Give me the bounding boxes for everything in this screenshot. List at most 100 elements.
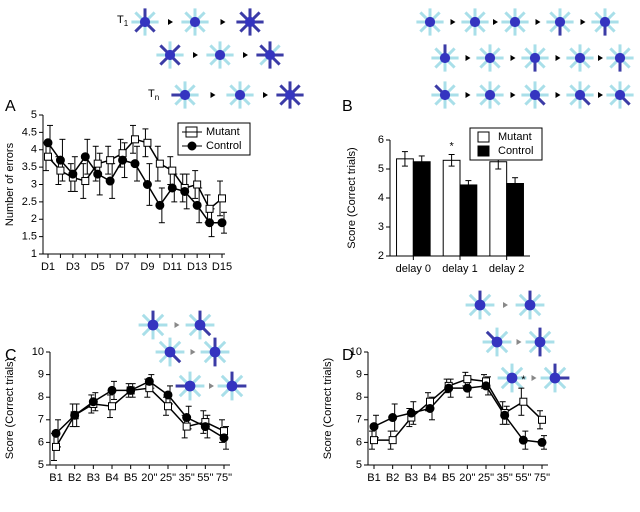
maze-center	[614, 52, 626, 64]
arrow	[493, 19, 498, 25]
legend-label: Control	[498, 145, 533, 157]
maze-icon	[501, 8, 529, 36]
maze-icon	[131, 8, 159, 36]
y-tick-label: 6	[38, 436, 44, 448]
trial-letter: T	[148, 88, 155, 100]
maze-icon	[566, 81, 594, 109]
x-tick-label: D11	[163, 261, 182, 273]
maze-center	[164, 49, 176, 61]
x-tick-label: B4	[105, 472, 118, 484]
marker	[106, 156, 115, 165]
maze-icon	[476, 81, 504, 109]
arrow	[193, 52, 198, 58]
x-tick-label: D7	[116, 261, 130, 273]
arrow	[598, 55, 603, 61]
marker	[444, 383, 454, 393]
maze-center	[184, 380, 196, 392]
x-tick-label: 35"	[179, 472, 195, 484]
maze-icon	[226, 81, 254, 109]
maze-center	[529, 89, 541, 101]
series-line	[55, 380, 225, 439]
x-tick-label: D9	[140, 261, 154, 273]
marker	[518, 435, 528, 445]
maze-icon	[497, 363, 527, 393]
x-tick-label: delay 1	[442, 263, 477, 275]
maze-icon	[236, 8, 264, 36]
maze-icon	[200, 337, 230, 367]
bar	[489, 161, 508, 257]
maze-center	[574, 52, 586, 64]
y-tick-label: 1.5	[22, 231, 37, 243]
maze-center	[524, 299, 536, 311]
x-tick-label: 25"	[478, 472, 494, 484]
marker	[51, 428, 61, 438]
y-tick-label: 2.5	[22, 196, 37, 208]
x-tick-label: B1	[49, 472, 62, 484]
bar	[396, 158, 414, 257]
panel-label: C	[5, 347, 17, 364]
legend-label: Mutant	[206, 126, 240, 138]
maze-center	[214, 49, 226, 61]
annotation: *	[449, 140, 454, 152]
arrow	[510, 92, 516, 98]
trial-label: Tn	[148, 88, 159, 102]
maze-center	[439, 52, 451, 64]
arrow	[465, 55, 471, 61]
maze-icon	[185, 310, 215, 340]
legend-swatch	[477, 145, 490, 157]
trial-subscript: 1	[124, 19, 129, 28]
marker	[217, 218, 227, 228]
marker	[126, 385, 136, 395]
y-tick-label: 8	[356, 391, 362, 403]
maze-icon	[482, 327, 512, 357]
error-bar	[418, 155, 425, 169]
marker	[105, 176, 115, 186]
maze-center	[599, 16, 611, 28]
arrow	[465, 92, 471, 98]
maze-icon	[217, 371, 247, 401]
marker	[155, 159, 164, 168]
marker	[155, 200, 165, 210]
arrow	[503, 302, 508, 308]
marker	[200, 422, 210, 432]
y-tick-label: 3	[31, 178, 37, 190]
maze-center	[469, 16, 481, 28]
marker	[107, 385, 117, 395]
marker	[131, 135, 139, 144]
arrow	[555, 55, 561, 61]
maze-center	[506, 372, 518, 384]
panel-label: B	[342, 98, 353, 115]
maze-icon	[181, 8, 209, 36]
marker	[219, 433, 229, 443]
x-tick-label: 25"	[160, 472, 176, 484]
marker	[167, 183, 177, 193]
marker	[68, 169, 78, 179]
marker	[55, 155, 65, 165]
arrow	[243, 52, 248, 58]
y-tick-label: 4.5	[22, 126, 37, 138]
marker	[370, 436, 378, 445]
error-bar	[401, 151, 408, 167]
marker	[193, 180, 202, 189]
marker	[43, 138, 53, 148]
maze-center	[264, 49, 276, 61]
trial-label: T1	[117, 14, 129, 28]
marker	[538, 415, 546, 424]
maze-center	[534, 336, 546, 348]
maze-center	[244, 16, 256, 28]
maze-center	[209, 346, 221, 358]
y-tick-label: 4	[31, 144, 37, 156]
bar	[506, 183, 524, 257]
y-tick-label: 3.5	[22, 161, 37, 173]
y-axis-title: Score (Correct trials)	[322, 358, 334, 459]
y-tick-label: 5	[38, 459, 44, 471]
maze-center	[234, 89, 246, 101]
x-tick-label: 75"	[534, 472, 550, 484]
x-tick-label: delay 2	[489, 263, 524, 275]
maze-icon	[566, 44, 594, 72]
marker	[406, 408, 416, 418]
y-tick-label: 7	[38, 414, 44, 426]
arrow	[555, 92, 561, 98]
maze-center	[226, 380, 238, 392]
